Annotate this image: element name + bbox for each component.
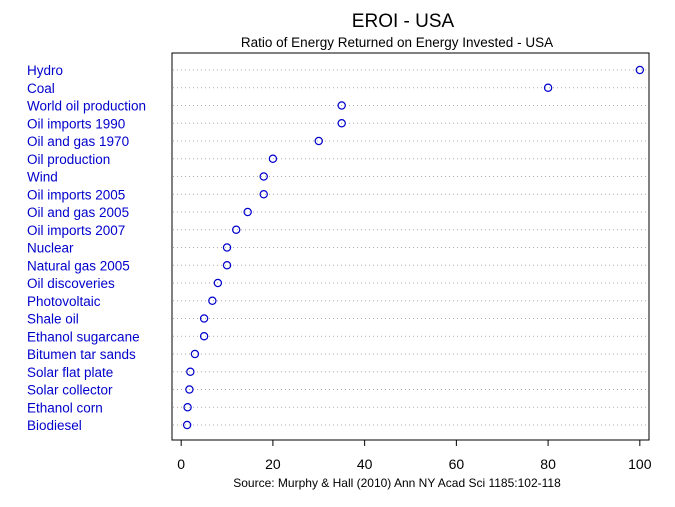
data-point <box>543 83 553 92</box>
category-label: Hydro <box>27 63 63 78</box>
category-label: Oil discoveries <box>27 276 115 291</box>
category-label: Natural gas 2005 <box>27 258 130 273</box>
x-tick-label: 80 <box>540 456 556 472</box>
data-point <box>199 332 209 341</box>
category-label: World oil production <box>27 99 146 114</box>
x-tick-label: 40 <box>357 456 373 472</box>
category-label: Oil production <box>27 152 110 167</box>
data-point <box>268 154 278 163</box>
category-label: Nuclear <box>27 241 74 256</box>
category-label: Shale oil <box>27 312 79 327</box>
data-points <box>182 65 645 430</box>
category-label: Bitumen tar sands <box>27 347 136 362</box>
category-label: Ethanol sugarcane <box>27 329 140 344</box>
data-point <box>337 119 346 128</box>
category-label: Coal <box>27 81 55 96</box>
category-label: Biodiesel <box>27 418 82 433</box>
category-label: Photovoltaic <box>27 294 101 309</box>
category-label: Oil imports 2007 <box>27 223 125 238</box>
plot-frame <box>171 52 650 441</box>
x-tick-label: 100 <box>628 456 652 472</box>
data-point <box>222 243 232 252</box>
x-axis: 0 20 40 60 80 100 <box>177 440 652 472</box>
data-point <box>190 349 200 359</box>
data-point <box>183 403 192 412</box>
x-tick-label: 20 <box>265 456 281 472</box>
data-point <box>199 314 209 323</box>
data-point <box>185 385 194 394</box>
category-label: Solar flat plate <box>27 365 113 380</box>
data-point <box>208 296 217 305</box>
x-tick-label: 0 <box>177 456 185 472</box>
category-label: Solar collector <box>27 383 113 398</box>
data-point <box>337 101 346 110</box>
category-label: Wind <box>27 170 58 185</box>
x-tick-label: 60 <box>449 456 465 472</box>
data-point <box>182 420 192 430</box>
data-point <box>222 261 232 270</box>
data-point <box>213 278 223 288</box>
category-label: Oil and gas 1970 <box>27 134 129 149</box>
category-label: Oil and gas 2005 <box>27 205 129 220</box>
data-point <box>314 136 323 146</box>
data-point <box>186 367 195 376</box>
category-label: Oil imports 1990 <box>27 116 125 131</box>
data-point <box>635 65 645 75</box>
category-label: Oil imports 2005 <box>27 187 125 202</box>
data-point <box>259 172 268 181</box>
data-point <box>243 207 252 217</box>
chart-title: EROI - USA <box>352 11 455 32</box>
chart-subtitle: Ratio of Energy Returned on Energy Inves… <box>241 35 553 50</box>
grid-lines <box>173 69 648 426</box>
source-note: Source: Murphy & Hall (2010) Ann NY Acad… <box>233 476 561 490</box>
category-labels: Hydro Coal World oil production Oil imports… <box>27 63 146 433</box>
data-point <box>259 190 268 199</box>
data-point <box>232 225 241 234</box>
category-label: Ethanol corn <box>27 400 103 415</box>
